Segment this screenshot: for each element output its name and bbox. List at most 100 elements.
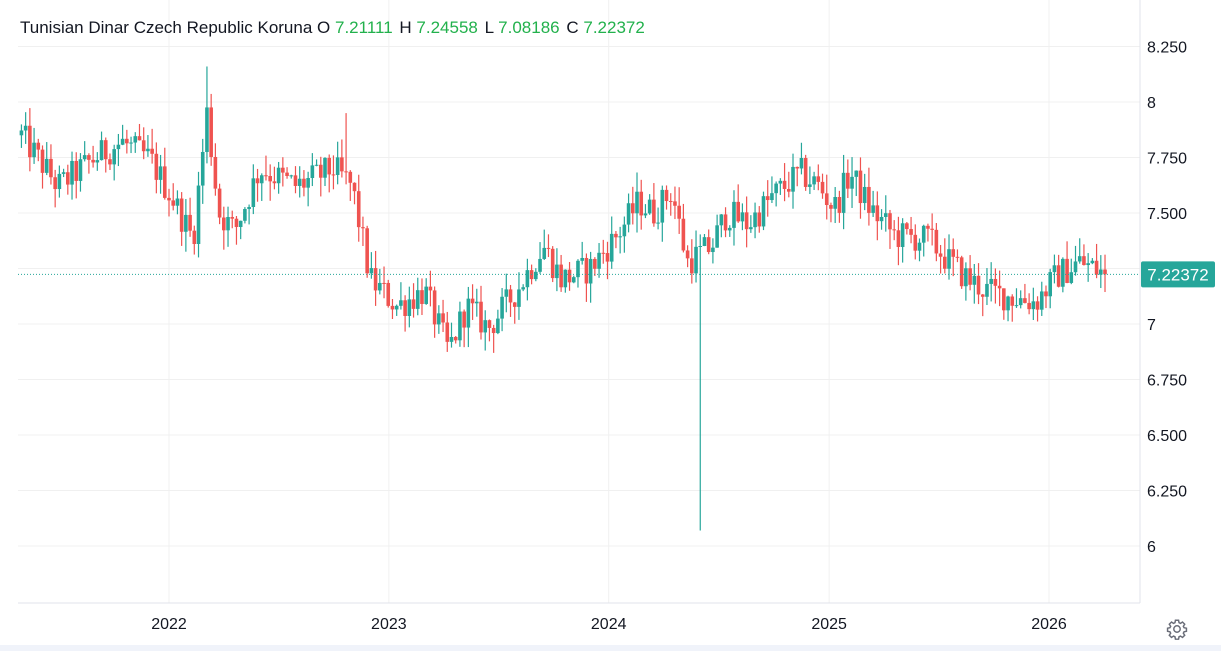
candle-body — [1018, 298, 1023, 306]
candle-body — [677, 205, 681, 219]
candle-down — [968, 255, 972, 291]
candle-up — [437, 305, 441, 334]
candle-down — [53, 169, 57, 208]
candle-body — [824, 193, 829, 206]
candle-down — [630, 186, 635, 225]
candle-down — [905, 222, 909, 235]
candle-down — [234, 215, 239, 245]
candle-body — [259, 175, 264, 184]
candle-body — [711, 247, 715, 253]
candle-down — [49, 144, 53, 185]
candle-up — [449, 322, 454, 348]
candle-up — [711, 238, 715, 264]
candle-body — [862, 186, 867, 204]
candle-body — [479, 301, 483, 333]
candle-body — [87, 155, 91, 160]
candle-body — [1002, 288, 1006, 311]
candle-body — [841, 172, 846, 213]
candle-body — [997, 285, 1002, 289]
candle-body — [268, 175, 272, 182]
candle-body — [466, 298, 471, 328]
candle-up — [1006, 295, 1010, 322]
candle-down — [453, 336, 458, 344]
candle-up — [517, 272, 521, 320]
candle-body — [749, 227, 753, 230]
candle-down — [365, 225, 369, 278]
x-tick-label: 2026 — [1031, 616, 1067, 633]
candle-body — [171, 200, 176, 206]
candle-up — [812, 171, 816, 190]
candle-down — [255, 168, 260, 202]
candle-body — [458, 311, 462, 341]
candle-down — [875, 191, 880, 241]
y-tick-label: 6.750 — [1147, 373, 1187, 390]
candle-up — [702, 233, 707, 247]
candle-up — [112, 144, 116, 181]
candle-up — [394, 304, 399, 316]
candle-body — [782, 180, 787, 189]
candle-up — [555, 248, 559, 292]
legend-symbol: Tunisian Dinar Czech Republic Koruna — [20, 18, 313, 37]
candle-up — [289, 174, 294, 179]
candle-body — [837, 197, 842, 213]
candle-body — [660, 189, 665, 223]
candle-body — [892, 229, 897, 231]
candle-body — [196, 185, 201, 244]
y-tick-label: 6 — [1147, 539, 1156, 556]
candle-body — [1048, 272, 1053, 297]
candle-down — [1065, 241, 1069, 284]
candle-body — [399, 300, 403, 306]
y-tick-label: 8.250 — [1147, 40, 1187, 57]
candle-down — [673, 186, 677, 220]
candle-body — [276, 167, 281, 184]
candle-body — [213, 156, 218, 189]
candle-down — [74, 152, 79, 199]
candle-body — [348, 171, 353, 183]
candle-body — [310, 165, 315, 179]
candle-up — [791, 153, 795, 209]
candle-body — [496, 318, 500, 334]
candle-body — [129, 142, 133, 144]
candle-down — [955, 249, 960, 263]
candle-up — [496, 309, 500, 335]
candle-body — [808, 184, 812, 187]
candle-up — [921, 224, 926, 257]
legend-close-value: 7.22372 — [583, 18, 645, 37]
candle-down — [141, 127, 146, 160]
candle-body — [318, 164, 323, 178]
candle-down — [344, 113, 348, 185]
candle-up — [276, 161, 281, 194]
candle-down — [888, 209, 892, 249]
candle-body — [133, 136, 138, 143]
candle-body — [879, 216, 884, 222]
candle-body — [437, 313, 441, 325]
candle-body — [563, 269, 568, 288]
candle-up — [500, 287, 504, 332]
candle-body — [942, 256, 947, 269]
candle-down — [976, 263, 981, 305]
x-tick-label: 2022 — [151, 616, 187, 633]
candle-body — [243, 209, 247, 221]
candle-body — [955, 256, 960, 258]
candle-up — [643, 204, 648, 219]
candle-body — [281, 167, 285, 173]
candle-body — [1039, 291, 1044, 310]
candle-body — [1090, 260, 1095, 264]
candle-up — [133, 132, 138, 153]
candle-up — [985, 268, 989, 306]
candle-body — [323, 157, 327, 178]
candle-down — [639, 179, 644, 230]
candle-body — [1061, 258, 1065, 287]
candle-down — [192, 225, 197, 255]
candle-down — [736, 184, 740, 223]
candle-body — [432, 290, 437, 325]
candle-body — [192, 230, 197, 244]
candle-down — [28, 108, 32, 172]
candle-body — [125, 138, 129, 144]
candle-body — [487, 320, 492, 328]
candle-down — [786, 171, 791, 198]
candle-body — [403, 300, 407, 316]
gear-icon[interactable] — [1166, 618, 1188, 640]
